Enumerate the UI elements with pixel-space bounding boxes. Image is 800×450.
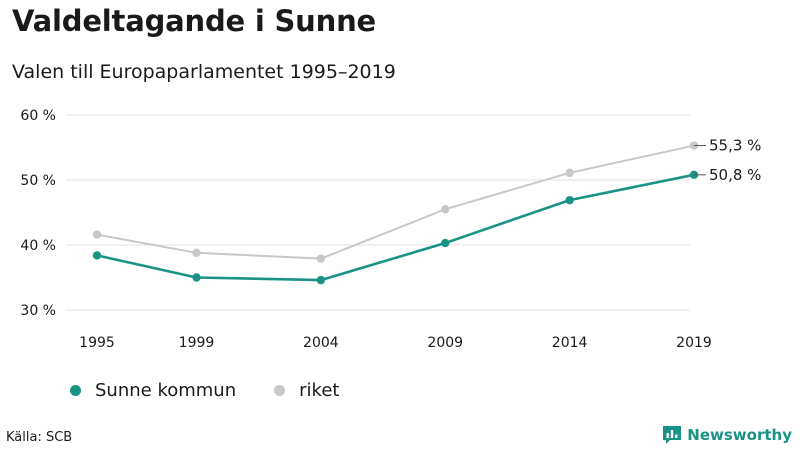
chart-title: Valdeltagande i Sunne: [12, 4, 376, 38]
legend: Sunne kommun riket: [70, 380, 377, 401]
y-tick-label: 40 %: [20, 238, 56, 254]
data-point-sunne: [316, 275, 326, 285]
end-labels: 55,3 % 50,8 %: [694, 137, 761, 184]
data-point-sunne: [192, 273, 201, 282]
data-point-riket: [192, 248, 201, 257]
y-axis-tick-labels: 30 % 40 % 50 % 60 %: [20, 108, 56, 319]
end-label-riket: 55,3 %: [709, 137, 761, 155]
series-line-sunne: [96, 173, 695, 282]
brand-logo: Newsworthy: [662, 425, 792, 445]
y-tick-label: 60 %: [20, 108, 56, 124]
x-tick-label: 1999: [179, 335, 215, 351]
legend-label-sunne: Sunne kommun: [95, 380, 237, 401]
y-tick-label: 50 %: [20, 173, 56, 189]
data-point-riket: [565, 168, 574, 178]
brand-name: Newsworthy: [687, 426, 792, 444]
legend-dot-sunne: [70, 385, 81, 396]
end-label-sunne: 50,8 %: [709, 166, 761, 184]
source-note: Källa: SCB: [6, 430, 73, 445]
data-point-riket: [92, 230, 102, 239]
x-tick-label: 2009: [427, 335, 463, 351]
gridlines: [66, 114, 690, 311]
series-lines: [92, 141, 699, 285]
x-tick-label: 2019: [676, 335, 712, 351]
chart-subtitle: Valen till Europaparlamentet 1995–2019: [12, 61, 396, 83]
legend-item-riket: riket: [274, 380, 339, 401]
data-point-riket: [441, 205, 450, 214]
x-tick-label: 2004: [303, 335, 339, 351]
data-point-sunne: [565, 195, 574, 205]
y-tick-label: 30 %: [20, 303, 56, 319]
bar-chart-speech-bubble-icon: [663, 426, 682, 444]
series-line-riket: [96, 144, 695, 260]
data-point-riket: [316, 254, 326, 263]
x-axis-tick-labels: 1995 1999 2004 2009 2014 2019: [79, 335, 712, 351]
legend-label-riket: riket: [299, 380, 340, 401]
data-point-sunne: [441, 238, 450, 248]
legend-dot-riket: [274, 385, 286, 396]
x-tick-label: 1995: [79, 335, 115, 351]
legend-item-sunne: Sunne kommun: [70, 380, 236, 401]
data-point-sunne: [92, 251, 102, 260]
x-tick-label: 2014: [552, 335, 588, 351]
